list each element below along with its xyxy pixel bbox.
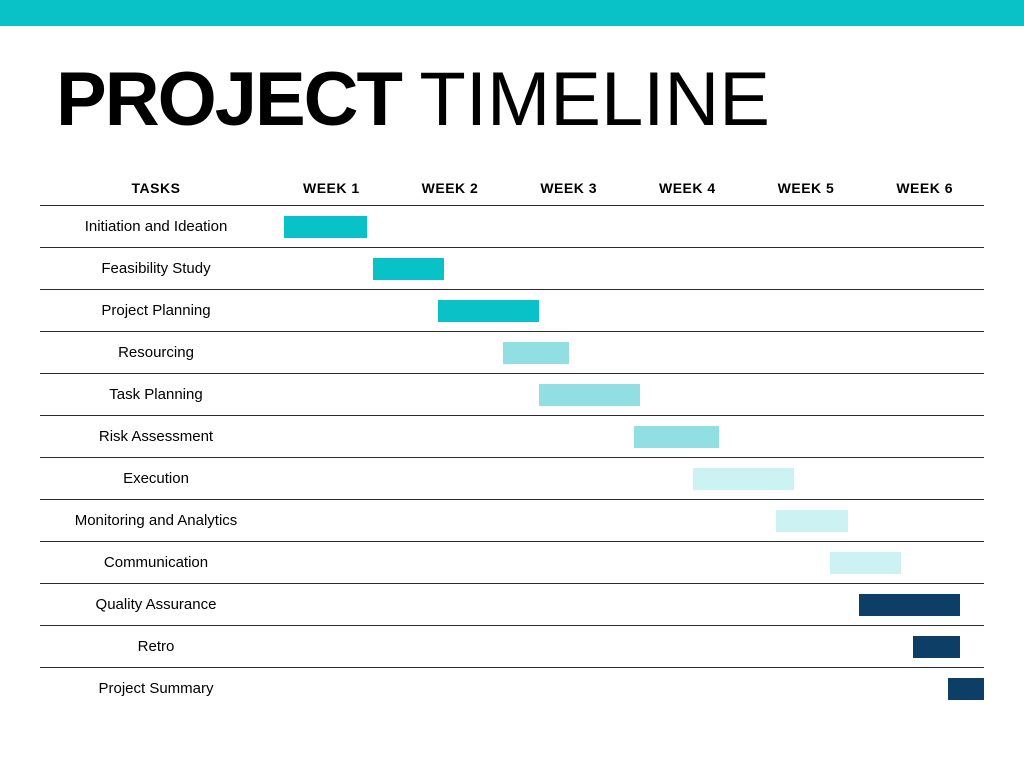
gantt-rows-container: Initiation and Ideation Feasibility Study… (40, 205, 984, 709)
gantt-row: Task Planning (40, 373, 984, 415)
bar-area (272, 374, 984, 415)
gantt-row: Quality Assurance (40, 583, 984, 625)
gantt-bar (539, 384, 640, 406)
week-header-cell: WEEK 3 (509, 180, 628, 196)
title-bold-part: PROJECT (56, 56, 401, 143)
gantt-row: Feasibility Study (40, 247, 984, 289)
bar-area (272, 248, 984, 289)
bar-area (272, 500, 984, 541)
week-header-cell: WEEK 4 (628, 180, 747, 196)
bar-area (272, 290, 984, 331)
task-label: Execution (40, 470, 272, 487)
gantt-row: Initiation and Ideation (40, 205, 984, 247)
gantt-bar (373, 258, 444, 280)
bar-area (272, 584, 984, 625)
page-title: PROJECT TIMELINE (56, 56, 984, 143)
task-label: Task Planning (40, 386, 272, 403)
gantt-row: Communication (40, 541, 984, 583)
task-label: Feasibility Study (40, 260, 272, 277)
gantt-bar (503, 342, 568, 364)
week-header-cell: WEEK 5 (747, 180, 866, 196)
bar-area (272, 542, 984, 583)
gantt-header-row: TASKS WEEK 1WEEK 2WEEK 3WEEK 4WEEK 5WEEK… (40, 171, 984, 205)
bar-area (272, 332, 984, 373)
gantt-bar (859, 594, 960, 616)
weeks-header: WEEK 1WEEK 2WEEK 3WEEK 4WEEK 5WEEK 6 (272, 180, 984, 196)
task-label: Quality Assurance (40, 596, 272, 613)
gantt-row: Project Summary (40, 667, 984, 709)
tasks-column-header: TASKS (40, 180, 272, 196)
gantt-row: Project Planning (40, 289, 984, 331)
task-label: Project Planning (40, 302, 272, 319)
gantt-bar (776, 510, 847, 532)
task-label: Monitoring and Analytics (40, 512, 272, 529)
task-label: Risk Assessment (40, 428, 272, 445)
task-label: Resourcing (40, 344, 272, 361)
gantt-row: Monitoring and Analytics (40, 499, 984, 541)
gantt-bar (948, 678, 984, 700)
gantt-bar (913, 636, 960, 658)
gantt-bar (634, 426, 719, 448)
gantt-row: Resourcing (40, 331, 984, 373)
gantt-chart: TASKS WEEK 1WEEK 2WEEK 3WEEK 4WEEK 5WEEK… (40, 171, 984, 709)
bar-area (272, 458, 984, 499)
title-light-part: TIMELINE (419, 56, 770, 143)
week-header-cell: WEEK 6 (865, 180, 984, 196)
bar-area (272, 626, 984, 667)
task-label: Project Summary (40, 680, 272, 697)
content-area: PROJECT TIMELINE TASKS WEEK 1WEEK 2WEEK … (0, 26, 1024, 709)
bar-area (272, 668, 984, 709)
task-label: Initiation and Ideation (40, 218, 272, 235)
gantt-bar (284, 216, 367, 238)
bar-area (272, 416, 984, 457)
task-label: Retro (40, 638, 272, 655)
gantt-bar (693, 468, 794, 490)
gantt-bar (438, 300, 539, 322)
gantt-row: Retro (40, 625, 984, 667)
gantt-row: Risk Assessment (40, 415, 984, 457)
bar-area (272, 206, 984, 247)
gantt-bar (830, 552, 901, 574)
gantt-row: Execution (40, 457, 984, 499)
top-accent-bar (0, 0, 1024, 26)
task-label: Communication (40, 554, 272, 571)
week-header-cell: WEEK 1 (272, 180, 391, 196)
week-header-cell: WEEK 2 (391, 180, 510, 196)
